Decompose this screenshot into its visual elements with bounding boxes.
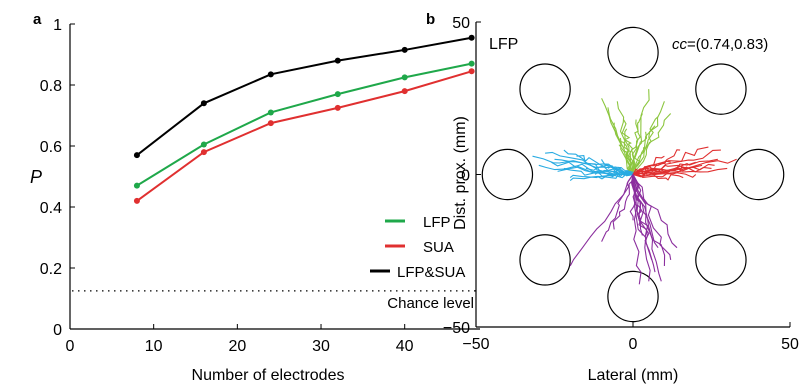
panel-b-label: b [426,11,435,28]
panel-b-y-tick-label: −50 [443,320,470,337]
trajectory-line [630,119,639,175]
target-circle [519,234,571,286]
panel-b-ylabel: Dist. prox. (mm) [452,116,469,230]
cc-prefix: cc [672,36,688,53]
trajectory-line [632,101,665,175]
trajectory-line [545,151,634,176]
panel-b-cc-annotation: cc=(0.74,0.83) [672,36,768,53]
trajectory-line [632,163,715,175]
trajectory-line [632,174,672,260]
panel-b-y-tick-label: 50 [452,15,470,32]
legend-label-sua: SUA [423,239,454,256]
data-point-sua [200,149,207,156]
target-circle [519,63,571,115]
data-point-sua [267,120,274,127]
panel-a-x-tick-label: 30 [312,338,330,355]
data-point-lfp-sua [334,57,341,64]
trajectory-line [632,125,656,175]
panel-b-axes: −50 0 50 −50 0 50 [443,15,799,353]
panel-b-inset-label: LFP [489,36,518,53]
trajectory-line [632,174,659,249]
series-line-lfp [136,62,472,187]
panel-a-x-tick-label: 0 [66,338,75,355]
panel-b-x-tick-label: 0 [629,336,638,353]
panel-a-ylabel: P [30,167,42,187]
panel-b-trajectories [532,89,737,285]
panel-a-x-tick-label: 10 [145,338,163,355]
panel-a-y-tick-label: 1 [53,17,62,34]
data-point-lfp [401,74,408,81]
series-line-lfp-sua [136,36,472,156]
cc-value: =(0.74,0.83) [687,36,768,53]
data-point-lfp-sua [133,152,140,159]
trajectory-line [551,161,634,176]
trajectory-line [618,137,634,175]
trajectory-line [563,149,634,175]
trajectory-line [632,174,662,282]
panel-a-series [133,34,475,204]
data-point-lfp-sua [468,34,475,41]
trajectory-line [632,174,643,236]
trajectory-line [632,167,728,177]
trajectory-line [632,113,672,175]
trajectory-line [569,174,634,267]
trajectory-line [624,128,634,175]
panel-a: a 0 10 20 30 40 0 0.2 0.4 0.6 0.8 1 Chance level L… [30,11,480,384]
trajectory-line [601,174,634,242]
trajectory-line [632,174,678,249]
data-point-sua [334,104,341,111]
panel-a-grid-axes: 0 10 20 30 40 0 0.2 0.4 0.6 0.8 1 [40,17,480,355]
panel-a-x-tick-label: 40 [396,338,414,355]
trajectory-line [632,172,684,181]
panel-b-x-tick-label: 50 [781,336,799,353]
data-point-sua [468,68,475,75]
target-circle [607,26,659,79]
panel-a-y-tick-label: 0.2 [40,261,62,278]
data-point-lfp [468,60,475,67]
panel-a-y-tick-label: 0 [53,322,62,339]
panel-a-x-tick-label: 20 [228,338,246,355]
data-point-sua [133,197,140,204]
panel-b: b −50 0 50 −50 0 50 LFP cc=(0.74,0.83) Latera… [426,11,799,384]
panel-a-label: a [33,11,42,28]
panel-b-targets [481,26,785,323]
panel-a-xlabel: Number of electrodes [192,367,345,384]
panel-b-xlabel: Lateral (mm) [588,367,679,384]
data-point-lfp [334,91,341,98]
chance-level-label: Chance level [387,295,474,312]
legend-label-lfp: LFP [423,214,451,231]
target-circle [695,63,747,115]
panel-a-y-tick-label: 0.4 [40,200,62,217]
data-point-lfp [133,182,140,189]
series-line-sua [136,70,472,202]
data-point-sua [401,88,408,95]
trajectory-line [612,174,635,230]
trajectory-line [601,98,634,175]
panel-b-y-tick-label: 0 [461,168,470,185]
trajectory-line [569,171,634,182]
panel-b-x-tick-label: −50 [462,336,489,353]
target-circle [481,148,534,201]
trajectory-line [631,89,650,175]
trajectory-line [632,161,696,176]
legend-label-lfp-sua: LFP&SUA [397,264,465,281]
target-circle [607,270,659,323]
data-point-lfp [267,109,274,116]
data-point-lfp-sua [401,46,408,53]
trajectory-line [629,174,638,221]
data-point-lfp-sua [267,71,274,78]
trajectory-line [632,160,671,176]
panel-a-legend: LFP SUA LFP&SUA [370,214,465,281]
data-point-lfp [200,141,207,148]
panel-a-y-tick-label: 0.6 [40,139,62,156]
trajectory-line [631,113,643,175]
panel-a-y-tick-label: 0.8 [40,78,62,95]
data-point-lfp-sua [200,100,207,107]
trajectory-line [632,155,665,176]
target-circle [695,234,747,286]
target-circle [732,148,785,201]
